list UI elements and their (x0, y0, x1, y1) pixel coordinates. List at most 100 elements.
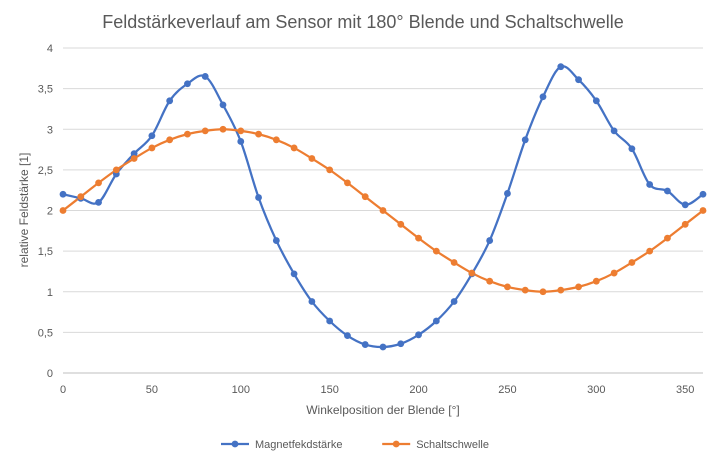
data-point (379, 207, 387, 214)
data-point (646, 247, 654, 255)
data-point (237, 138, 245, 145)
data-point (592, 97, 600, 105)
data-point (379, 343, 387, 351)
data-point (130, 150, 138, 158)
series-points (59, 63, 707, 351)
data-point (468, 269, 476, 277)
data-point (326, 166, 334, 174)
y-axis-title: relative Feldstärke [1] (17, 153, 31, 268)
chart-title: Feldstärkeverlauf am Sensor mit 180° Ble… (102, 12, 623, 32)
x-axis-ticks: 0 50 100 150 200 250 300 350 (60, 384, 694, 396)
data-point (344, 332, 351, 340)
data-point (255, 130, 262, 138)
data-point (486, 237, 494, 244)
data-point (166, 97, 174, 105)
y-tick-label: 0 (47, 368, 53, 380)
data-point (646, 181, 654, 188)
data-point (575, 76, 582, 84)
data-point (148, 132, 156, 140)
y-tick-label: 4 (47, 43, 53, 55)
data-point (575, 283, 582, 291)
data-point (201, 73, 209, 80)
data-point (504, 190, 511, 197)
data-point (699, 190, 707, 198)
data-point (557, 63, 565, 71)
data-point (290, 144, 298, 152)
x-tick-label: 300 (587, 384, 605, 396)
data-point (326, 317, 334, 325)
data-point (308, 298, 316, 305)
x-tick-label: 350 (676, 384, 694, 396)
legend-swatch-marker (231, 440, 239, 448)
data-point (681, 220, 689, 228)
y-tick-label: 2 (47, 206, 53, 218)
data-point (397, 340, 405, 348)
data-point (130, 155, 138, 162)
data-point (664, 187, 671, 195)
data-point (415, 234, 422, 242)
data-point (450, 259, 458, 266)
x-tick-label: 100 (232, 384, 250, 396)
data-point (59, 207, 67, 214)
data-point (432, 317, 440, 325)
data-point (504, 283, 511, 291)
data-point (95, 179, 102, 187)
data-point (166, 136, 174, 144)
data-point (539, 93, 547, 101)
data-point (272, 136, 280, 144)
data-point (184, 80, 191, 88)
data-point (219, 101, 227, 109)
data-point (95, 198, 102, 206)
y-tick-label: 3,5 (38, 84, 53, 96)
data-point (148, 144, 156, 152)
data-point (664, 234, 671, 242)
x-tick-label: 250 (498, 384, 516, 396)
data-point (521, 286, 529, 294)
data-point (255, 194, 262, 201)
y-tick-label: 3 (47, 124, 53, 136)
y-tick-label: 0,5 (38, 327, 53, 339)
y-tick-label: 1,5 (38, 246, 53, 258)
legend: Magnetfekdstärke Schaltschwelle (221, 439, 489, 451)
data-point (308, 155, 316, 162)
x-tick-label: 200 (409, 384, 427, 396)
y-tick-label: 1 (47, 287, 53, 299)
data-point (521, 136, 529, 144)
data-point (272, 237, 280, 244)
data-point (361, 193, 369, 201)
data-point (610, 269, 618, 277)
legend-swatch-marker (392, 440, 400, 448)
data-point (112, 166, 120, 174)
data-point (628, 145, 636, 153)
data-point (201, 127, 209, 135)
data-point (539, 288, 547, 296)
data-point (610, 127, 618, 135)
x-axis-title: Winkelposition der Blende [°] (306, 403, 460, 417)
data-point (237, 127, 245, 135)
data-point (77, 193, 85, 201)
data-point (628, 259, 636, 266)
x-tick-label: 0 (60, 384, 66, 396)
data-point (592, 277, 600, 285)
y-axis-ticks: 0 0,5 1 1,5 2 2,5 3 3,5 4 (38, 43, 53, 380)
data-point (361, 341, 369, 348)
data-point (450, 298, 458, 305)
data-point (557, 286, 565, 294)
data-point (219, 125, 227, 133)
x-tick-label: 50 (146, 384, 158, 396)
data-point (344, 179, 351, 187)
legend-label: Schaltschwelle (416, 439, 489, 451)
data-point (397, 220, 405, 228)
x-tick-label: 150 (320, 384, 338, 396)
data-point (699, 207, 707, 214)
y-tick-label: 2,5 (38, 165, 53, 177)
data-point (681, 201, 689, 209)
data-point (59, 190, 67, 198)
data-point (184, 130, 191, 138)
data-point (432, 247, 440, 255)
data-point (486, 277, 494, 285)
data-point (415, 331, 422, 339)
